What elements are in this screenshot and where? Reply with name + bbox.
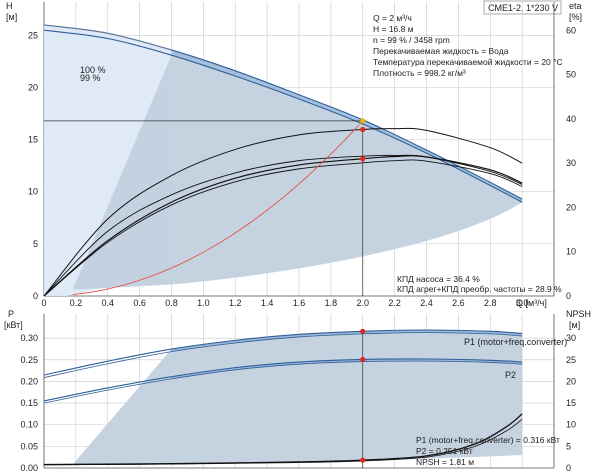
h-tick-label: 15 — [28, 135, 38, 145]
info-line-liquid: Перекачиваемая жидкость = Вода — [373, 46, 509, 56]
info-line-temp: Температура перекачиваемой жидкости = 20… — [373, 57, 563, 67]
h-tick-label: 20 — [28, 82, 38, 92]
model-label: CME1-2, 1*230 V — [488, 3, 558, 13]
p-tick-label: 0.20 — [20, 376, 38, 386]
eta-tick-label: 10 — [566, 247, 576, 257]
x-tick-label: 2.8 — [484, 298, 497, 308]
curve-label-100: 100 % — [80, 65, 106, 75]
x-tick-label: 0.2 — [70, 298, 83, 308]
eta-curve-pump — [43, 127, 523, 297]
info-line-h: H = 16.8 м — [373, 24, 414, 34]
eff-line-total: КПД агрег+КПД преобр. частоты = 28.9 % — [397, 284, 562, 294]
h-tick-label: 25 — [28, 30, 38, 40]
h-curve-99 — [43, 29, 523, 203]
x-tick-label: 1.4 — [261, 298, 274, 308]
p2-marker — [360, 356, 366, 363]
eta-curve-pump-2 — [43, 154, 523, 297]
npsh-tick-label: 25 — [566, 355, 576, 365]
bottom-right-axis-unit: [м] — [569, 320, 580, 330]
p-tick-label: 0.00 — [20, 463, 38, 473]
p2-curve — [43, 358, 523, 402]
eta-tick-label: 60 — [566, 25, 576, 35]
curve-label-99: 99 % — [80, 73, 101, 83]
p1-curve-99 — [43, 332, 523, 378]
top-operating-area — [44, 24, 523, 296]
x-tick-label: 1.8 — [325, 298, 338, 308]
npsh-tick-label: 30 — [566, 333, 576, 343]
eta-total-marker — [360, 156, 366, 162]
x-tick-label: 0.8 — [165, 298, 178, 308]
p-tick-label: 0.15 — [20, 398, 38, 408]
p1-marker — [360, 328, 366, 334]
eta-tick-label: 40 — [566, 114, 576, 124]
bottom-left-axis-name: P — [8, 309, 14, 319]
p1-curve — [43, 329, 523, 376]
top-right-axis-unit: [%] — [569, 12, 582, 22]
x-tick-label: 0.4 — [101, 298, 114, 308]
npsh-tick-label: 10 — [566, 420, 576, 430]
duty-point-markers — [360, 118, 366, 463]
info-line-q: Q = 2 м³/ч — [373, 13, 412, 23]
top-left-axis-unit: [м] — [6, 12, 17, 22]
eff-line-pump: КПД насоса = 36.4 % — [397, 274, 480, 284]
eta-tick-label: 0 — [566, 291, 571, 301]
info-line-p1: P1 (motor+freq.converter) = 0.316 кВт — [416, 435, 560, 445]
system-curve — [72, 124, 360, 295]
eta-tick-label: 20 — [566, 202, 576, 212]
x-tick-label: 2.6 — [452, 298, 465, 308]
bottom-right-axis-name: NPSH — [566, 309, 591, 319]
npsh-tick-label: 0 — [566, 463, 571, 473]
x-tick-label: 3.0 — [516, 298, 529, 308]
x-tick-label: 2.4 — [420, 298, 433, 308]
top-tick-labels: 0 0.2 0.4 0.6 0.8 1.0 1.2 1.4 1.6 1.8 2.0 2.2 2.4 2.6… — [28, 25, 576, 308]
top-right-axis-name: eta — [569, 1, 582, 11]
npsh-tick-label: 5 — [566, 441, 571, 451]
bottom-operating-area-fill — [72, 330, 523, 465]
bottom-operating-area — [72, 330, 523, 465]
eta-pump-marker — [360, 126, 366, 133]
info-line-p2: P2 = 0.251 кВт — [416, 446, 473, 456]
curve-label-p1: P1 (motor+freq.converter) — [464, 337, 567, 347]
h-tick-label: 10 — [28, 187, 38, 197]
p-tick-label: 0.25 — [20, 355, 38, 365]
h-curve-band — [171, 49, 523, 203]
curve-label-p2: P2 — [505, 370, 516, 380]
h-tick-label: 5 — [33, 239, 38, 249]
model-label-box — [483, 0, 562, 15]
p-tick-label: 0.05 — [20, 441, 38, 451]
x-tick-label: 1.0 — [197, 298, 210, 308]
eta-tick-label: 30 — [566, 158, 576, 168]
npsh-tick-label: 15 — [566, 398, 576, 408]
eta-curve-total — [43, 155, 523, 297]
x-tick-label: 1.2 — [229, 298, 242, 308]
x-tick-label: 2.0 — [356, 298, 369, 308]
info-line-n: n = 99 % / 3458 rpm — [373, 35, 450, 45]
top-x-axis-unit: Q [м³/ч] — [516, 298, 547, 308]
p-tick-label: 0.10 — [20, 420, 38, 430]
npsh-tick-label: 20 — [566, 376, 576, 386]
top-operating-area-fill — [72, 55, 523, 290]
info-line-npsh: NPSH = 1.81 м — [416, 457, 474, 467]
x-tick-label: 0.6 — [133, 298, 146, 308]
bottom-tick-labels: 0.00 0.05 0.10 0.15 0.20 0.25 0.30 0 5 10 15 20 25 30 — [20, 333, 576, 473]
x-tick-label: 1.6 — [293, 298, 306, 308]
info-line-density: Плотность = 998.2 кг/м³ — [373, 68, 466, 78]
x-tick-label: 2.2 — [388, 298, 401, 308]
x-tick-label: 0 — [41, 298, 46, 308]
npsh-marker — [360, 457, 366, 463]
top-left-axis-name: H — [6, 1, 13, 11]
h-tick-label: 0 — [33, 291, 38, 301]
eta-tick-label: 50 — [566, 70, 576, 80]
h-curve-100-low — [43, 24, 172, 51]
duty-point-marker — [360, 118, 366, 124]
p-tick-label: 0.30 — [20, 333, 38, 343]
p2-curve-99 — [43, 360, 523, 404]
bottom-left-axis-unit: [кВт] — [4, 320, 23, 330]
bottom-curves — [43, 329, 523, 468]
